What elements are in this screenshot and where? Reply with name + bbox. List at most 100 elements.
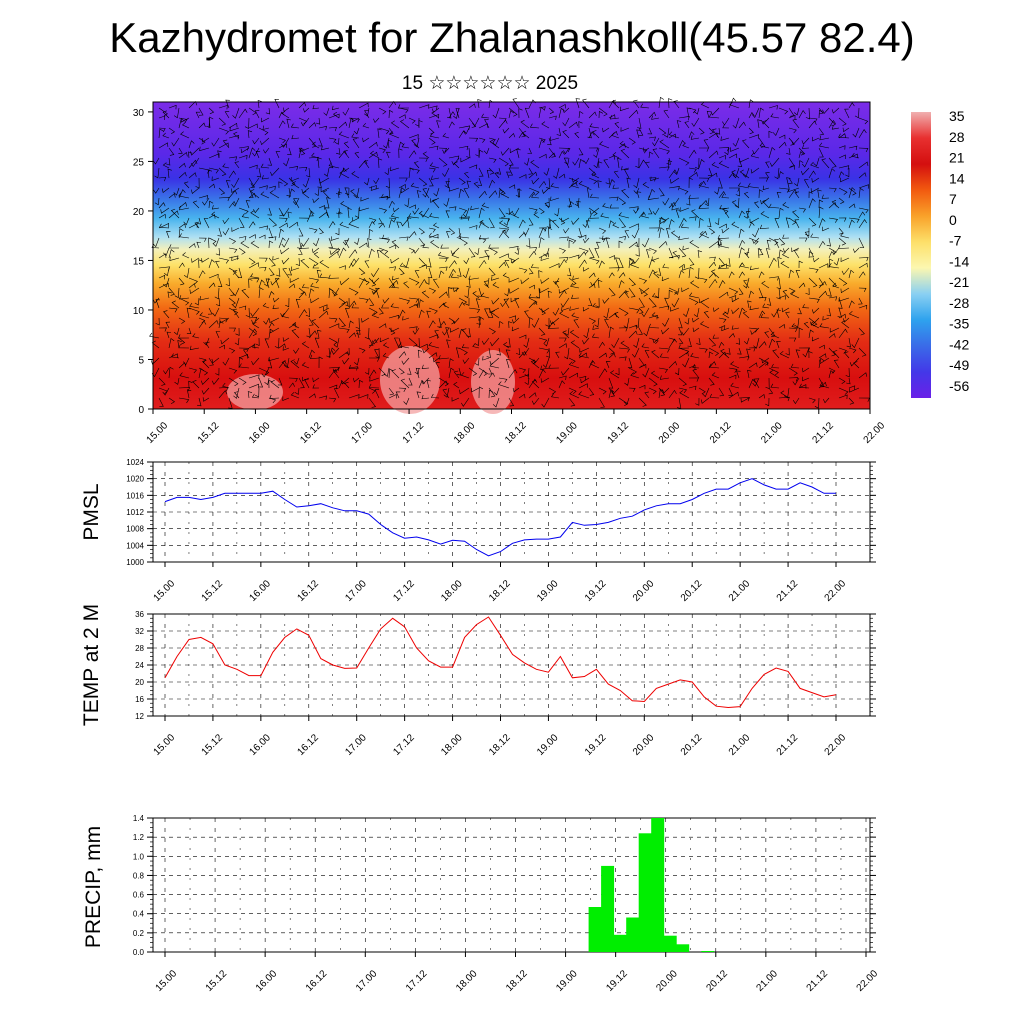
precip-ylabel: PRECIP, mm: [82, 826, 105, 948]
pmsl-xtick-label: 22.00: [823, 578, 849, 604]
colorbar-label: 35: [949, 108, 965, 124]
cross-xtick-label: 15.12: [196, 420, 222, 446]
pmsl-xtick-label: 15.00: [152, 578, 178, 604]
colorbar: 35 28 21 14 7 0 -7 -14 -21 -28 -35 -42 -49 -56: [911, 108, 969, 398]
precip-bar: [626, 917, 640, 952]
temp-xtick-label: 19.00: [535, 732, 561, 758]
pmsl-ytick-label: 1000: [126, 558, 144, 567]
precip-xtick-label: 17.00: [354, 968, 380, 994]
precip-frame: [152, 817, 871, 953]
precip-xtick-label: 21.00: [755, 968, 781, 994]
warm-blob: [471, 350, 515, 414]
precip-bar: [613, 934, 627, 952]
colorbar-label: -7: [949, 233, 962, 249]
temp-xtick-label: 20.12: [679, 732, 705, 758]
colorbar-label: 21: [949, 150, 965, 166]
pmsl-xtick-label: 19.12: [583, 578, 609, 604]
cross-xtick-label: 17.12: [401, 420, 427, 446]
precip-xtick-label: 16.12: [304, 968, 330, 994]
cross-xtick-label: 20.00: [657, 420, 683, 446]
pmsl-xtick-label: 16.00: [248, 578, 274, 604]
cross-section-panel: 0 5 10 15 20 25 30 15.00 15.12 16.00 16.12 17.00 17.…: [133, 96, 888, 446]
cross-ytick-label: 25: [133, 157, 145, 168]
pmsl-ytick-label: 1024: [126, 458, 144, 467]
temp-xtick-label: 15.12: [200, 732, 226, 758]
temp-panel: 12 16 20 24 28 32 36 15.00 15.12 16.00 16.12 17.00 1…: [80, 604, 876, 758]
precip-xtick-label: 20.00: [654, 968, 680, 994]
temp-xtick-label: 22.00: [823, 732, 849, 758]
precip-ytick-label: 0.0: [133, 948, 145, 957]
temp-ytick-label: 16: [135, 695, 144, 704]
temp-xtick-label: 21.00: [727, 732, 753, 758]
colorbar-ramp: [911, 112, 931, 398]
pmsl-xtick-label: 17.00: [343, 578, 369, 604]
cross-xtick-label: 19.12: [606, 420, 632, 446]
cross-ytick-label: 15: [133, 256, 145, 267]
precip-bar: [663, 935, 677, 952]
pmsl-xtick-label: 21.12: [775, 578, 801, 604]
precip-xtick-label: 15.00: [154, 968, 180, 994]
colorbar-label: -35: [949, 316, 969, 332]
pmsl-line: [164, 478, 836, 557]
wind-barbs: [149, 96, 870, 410]
pmsl-xtick-label: 20.00: [631, 578, 657, 604]
cross-ytick-label: 0: [138, 405, 144, 416]
cross-xtick-label: 16.00: [247, 420, 273, 446]
cross-xtick-label: 19.00: [554, 420, 580, 446]
precip-xtick-label: 21.12: [805, 968, 831, 994]
cross-xtick-label: 22.00: [862, 420, 888, 446]
pmsl-xtick-label: 19.00: [535, 578, 561, 604]
temp-ytick-label: 24: [135, 661, 144, 670]
heatmap-field: [153, 102, 870, 409]
colorbar-label: -49: [949, 357, 969, 373]
precip-xtick-label: 16.00: [254, 968, 280, 994]
precip-bar: [588, 907, 602, 952]
precip-xtick-label: 19.00: [554, 968, 580, 994]
cross-xtick-label: 16.12: [298, 420, 324, 446]
precip-bar: [676, 944, 690, 952]
chart-title: Kazhydromet for Zhalanashkoll(45.57 82.4…: [109, 14, 915, 61]
colorbar-label: -42: [949, 336, 969, 352]
pmsl-xtick-label: 17.12: [391, 578, 417, 604]
temp-ytick-label: 28: [135, 644, 144, 653]
temp-line: [164, 616, 837, 709]
precip-xtick-label: 20.12: [704, 968, 730, 994]
precip-ytick-label: 0.8: [133, 871, 145, 880]
pmsl-xtick-label: 18.12: [487, 578, 513, 604]
temp-xtick-label: 16.12: [295, 732, 321, 758]
pmsl-xtick-label: 15.12: [200, 578, 226, 604]
temp-ytick-label: 36: [135, 610, 144, 619]
precip-bar: [601, 865, 615, 952]
colorbar-label: 0: [949, 212, 957, 228]
cross-xtick-label: 15.00: [145, 420, 171, 446]
cross-xtick-label: 18.00: [452, 420, 478, 446]
colorbar-label: 28: [949, 129, 965, 145]
temp-xtick-label: 19.12: [583, 732, 609, 758]
colorbar-label: 7: [949, 191, 957, 207]
pmsl-xtick-label: 18.00: [439, 578, 465, 604]
cross-xtick-label: 18.12: [503, 420, 529, 446]
cross-xtick-label: 21.12: [810, 420, 836, 446]
pmsl-ylabel: PMSL: [80, 483, 103, 540]
cross-xtick-label: 20.12: [708, 420, 734, 446]
temp-xtick-label: 16.00: [248, 732, 274, 758]
temp-xtick-label: 17.12: [391, 732, 417, 758]
pmsl-ytick-label: 1004: [126, 541, 144, 550]
precip-ytick-label: 0.2: [133, 929, 145, 938]
chart-subtitle: 15 ☆☆☆☆☆☆ 2025: [401, 73, 579, 94]
pmsl-xtick-label: 16.12: [295, 578, 321, 604]
precip-bar: [651, 818, 665, 952]
precip-xtick-label: 15.12: [204, 968, 230, 994]
cross-ytick-label: 10: [133, 306, 145, 317]
cross-ytick-label: 5: [138, 355, 144, 366]
temp-xtick-label: 18.12: [487, 732, 513, 758]
precip-xtick-label: 19.12: [604, 968, 630, 994]
precip-xtick-label: 22.00: [855, 968, 881, 994]
temp-xtick-label: 15.00: [152, 732, 178, 758]
temp-xtick-label: 21.12: [775, 732, 801, 758]
precip-panel: 0.0 0.2 0.4 0.6 0.8 1.0 1.2 1.4 15.00 15.12 16.00 1…: [82, 814, 880, 994]
colorbar-label: -28: [949, 295, 969, 311]
precip-ytick-label: 1.4: [133, 814, 145, 823]
precip-ytick-label: 0.4: [133, 910, 145, 919]
